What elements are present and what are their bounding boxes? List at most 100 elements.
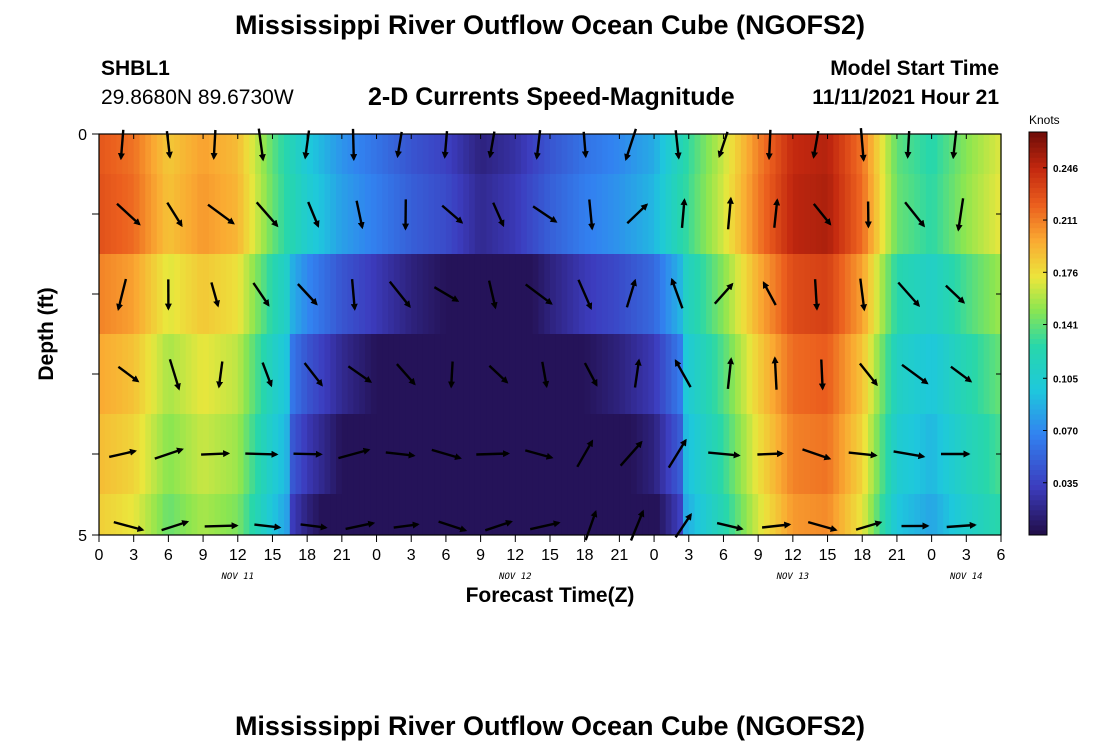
current-arrow: [619, 440, 643, 467]
heat-cell: [168, 254, 175, 334]
colorbar-tick-label: 0.176: [1053, 268, 1078, 279]
current-arrow: [210, 129, 218, 160]
heat-cell: [891, 254, 898, 334]
heat-cell: [457, 414, 464, 494]
heat-cell: [174, 254, 181, 334]
heat-cell: [249, 494, 256, 535]
heat-cell: [307, 494, 314, 535]
heat-cell: [682, 414, 690, 494]
heat-cell: [804, 414, 811, 494]
x-tick-label: 3: [962, 547, 971, 564]
heat-cell: [925, 134, 933, 174]
heat-cell: [908, 174, 915, 254]
heat-cell: [642, 254, 649, 334]
heat-cell: [364, 494, 372, 535]
heat-cell: [266, 334, 274, 414]
heat-cell: [885, 494, 892, 535]
heat-cell: [243, 254, 250, 334]
heat-cell: [966, 254, 973, 334]
heat-cell: [856, 174, 863, 254]
heat-cell: [573, 134, 580, 174]
heat-cell: [983, 254, 991, 334]
heat-cell: [827, 494, 834, 535]
heat-cell: [954, 134, 962, 174]
heat-cell: [278, 134, 285, 174]
heat-cell: [659, 254, 667, 334]
heat-cell: [706, 254, 713, 334]
heat-cell: [179, 414, 187, 494]
heat-cell: [469, 254, 476, 334]
x-tick-label: 21: [333, 547, 351, 564]
heat-cell: [526, 494, 534, 535]
heat-cell: [931, 174, 938, 254]
heat-cell: [272, 134, 279, 174]
heat-cell: [902, 494, 910, 535]
heat-cell: [341, 174, 349, 254]
heat-cell: [214, 334, 222, 414]
heat-cell: [665, 174, 673, 254]
heat-cell: [370, 414, 378, 494]
heat-cell: [393, 254, 401, 334]
heat-cell: [278, 174, 285, 254]
heat-cell: [625, 254, 632, 334]
current-arrow: [396, 363, 416, 386]
x-tick-label: 18: [576, 547, 594, 564]
heat-cell: [573, 494, 580, 535]
heat-cell: [977, 254, 985, 334]
heat-cell: [347, 134, 355, 174]
heat-cell: [480, 134, 487, 174]
heat-cell: [503, 254, 511, 334]
heat-cell: [550, 134, 557, 174]
heat-cell: [694, 494, 701, 535]
heat-cell: [833, 494, 840, 535]
heat-cell: [457, 254, 464, 334]
heat-cell: [255, 494, 262, 535]
current-arrow: [859, 278, 868, 312]
heat-cell: [688, 334, 696, 414]
heat-cell: [989, 414, 996, 494]
current-arrow: [297, 283, 318, 306]
heat-cell: [602, 494, 609, 535]
heat-cell: [284, 254, 291, 334]
heat-cell: [977, 134, 985, 174]
heat-cell: [133, 134, 141, 174]
heat-cell: [110, 174, 117, 254]
heat-cell: [341, 414, 349, 494]
heat-cell: [648, 174, 655, 254]
heat-cell: [104, 254, 112, 334]
heat-cell: [896, 414, 904, 494]
heat-cell: [480, 174, 487, 254]
heat-cell: [682, 134, 690, 174]
heat-cell: [792, 494, 800, 535]
heat-cell: [977, 334, 985, 414]
heat-cell: [815, 254, 823, 334]
heat-cell: [896, 334, 904, 414]
heat-cell: [729, 174, 736, 254]
heat-cell: [948, 494, 956, 535]
x-tick-label: 3: [684, 547, 693, 564]
heat-cell: [260, 254, 268, 334]
current-arrow: [168, 358, 181, 391]
heat-cell: [885, 134, 892, 174]
heat-cell: [162, 174, 169, 254]
heat-cell: [301, 494, 308, 535]
heat-cell: [937, 494, 944, 535]
heat-cell: [636, 174, 644, 254]
heat-cell: [122, 334, 129, 414]
heat-cell: [417, 334, 424, 414]
heat-cell: [295, 334, 302, 414]
heat-cell: [937, 254, 944, 334]
current-arrow: [524, 283, 553, 305]
heat-cell: [937, 414, 944, 494]
heat-cell: [839, 414, 846, 494]
heat-cell: [249, 334, 256, 414]
heat-cell: [243, 134, 250, 174]
current-arrow: [487, 131, 496, 159]
heat-cell: [989, 174, 996, 254]
heat-cell: [434, 334, 441, 414]
heat-cell: [405, 134, 412, 174]
current-arrow: [117, 365, 140, 383]
heat-cell: [463, 334, 470, 414]
heat-cell: [671, 174, 678, 254]
heat-cell: [515, 174, 522, 254]
